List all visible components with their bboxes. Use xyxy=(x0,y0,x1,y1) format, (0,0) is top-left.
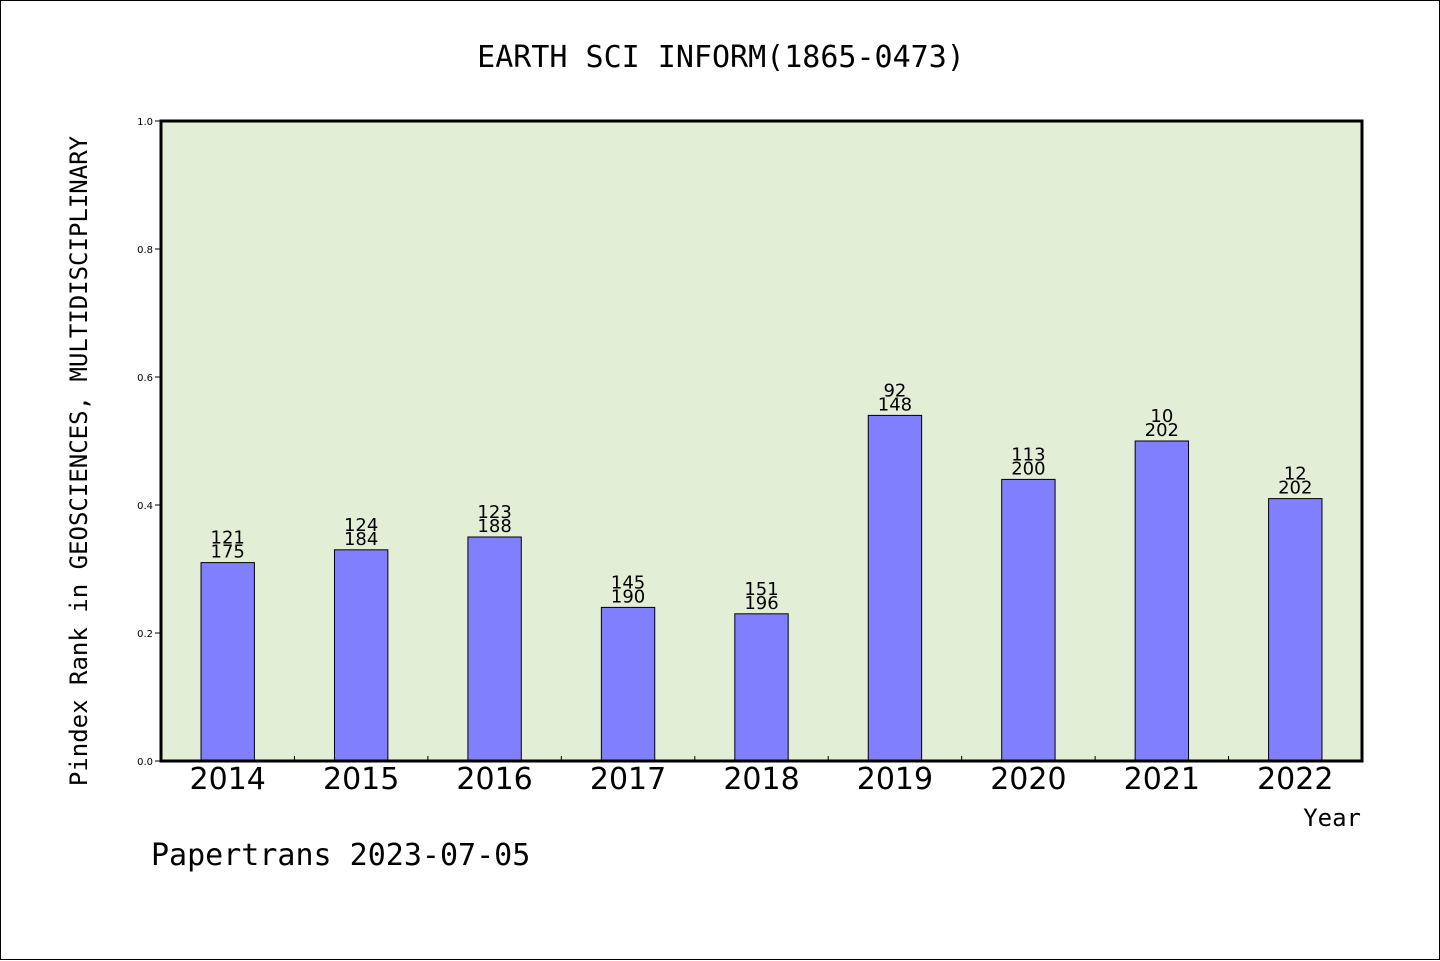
plot-border xyxy=(159,119,1364,763)
bar-label-bottom: 200 xyxy=(1011,458,1045,479)
bar-label-bottom: 188 xyxy=(477,516,511,537)
bar-2022 xyxy=(1268,498,1323,762)
bar-label-bottom: 196 xyxy=(744,593,778,614)
bar-2017 xyxy=(600,606,656,762)
bar-label-top: 113 xyxy=(1011,444,1045,465)
y-tick-label: 0.8 xyxy=(137,245,153,256)
bar-label-bottom: 184 xyxy=(344,529,378,550)
y-axis: 0.0 0.2 0.4 0.6 0.8 1.0 xyxy=(137,117,161,768)
bar-label-top: 123 xyxy=(477,502,511,523)
bar-label-bottom: 202 xyxy=(1278,478,1312,499)
y-tick-label: 0.2 xyxy=(137,629,153,640)
x-tick-label: 2020 xyxy=(990,762,1066,797)
bar-2019 xyxy=(867,414,923,762)
x-tick-label: 2019 xyxy=(857,762,933,797)
footer-credit: Papertrans 2023-07-05 xyxy=(151,838,530,873)
bar-2016 xyxy=(467,536,522,762)
x-tick-label: 2014 xyxy=(190,762,266,797)
bar-label-bottom: 175 xyxy=(211,542,245,563)
x-tick-label: 2015 xyxy=(323,762,399,797)
y-tick-label: 0.6 xyxy=(137,373,153,384)
x-tick-label: 2018 xyxy=(723,762,799,797)
x-axis-label: Year xyxy=(1303,804,1361,832)
bar-label-bottom: 190 xyxy=(611,586,645,607)
x-tick-label: 2021 xyxy=(1124,762,1200,797)
bar-label-top: 12 xyxy=(1284,464,1307,485)
bar-label-top: 10 xyxy=(1150,406,1173,427)
x-tick-label: 2016 xyxy=(456,762,532,797)
bar-label-bottom: 148 xyxy=(878,394,912,415)
bar-label-bottom: 202 xyxy=(1145,420,1179,441)
bar-2020 xyxy=(1001,478,1056,762)
bar-2015 xyxy=(333,549,389,762)
bar-label-top: 92 xyxy=(883,380,906,401)
bar-2018 xyxy=(734,613,789,762)
y-axis-label: Pindex Rank in GEOSCIENCES, MULTIDISCIPL… xyxy=(65,135,93,786)
x-tick-label: 2022 xyxy=(1257,762,1333,797)
chart-title: EARTH SCI INFORM(1865-0473) xyxy=(477,40,965,75)
bar-label-top: 151 xyxy=(744,579,778,600)
y-tick-label: 0.4 xyxy=(137,501,153,512)
x-axis: 2014 2015 2016 2017 2018 2019 2020 2021 2022 xyxy=(190,756,1333,797)
bar-2021 xyxy=(1134,440,1190,762)
bar-label-top: 121 xyxy=(211,528,245,549)
y-tick-label: 1.0 xyxy=(137,117,153,128)
bar-label-top: 124 xyxy=(344,515,378,536)
x-tick-label: 2017 xyxy=(590,762,666,797)
bar-2014 xyxy=(200,562,255,762)
y-tick-label: 0.0 xyxy=(137,757,153,768)
bar-label-top: 145 xyxy=(611,572,645,593)
